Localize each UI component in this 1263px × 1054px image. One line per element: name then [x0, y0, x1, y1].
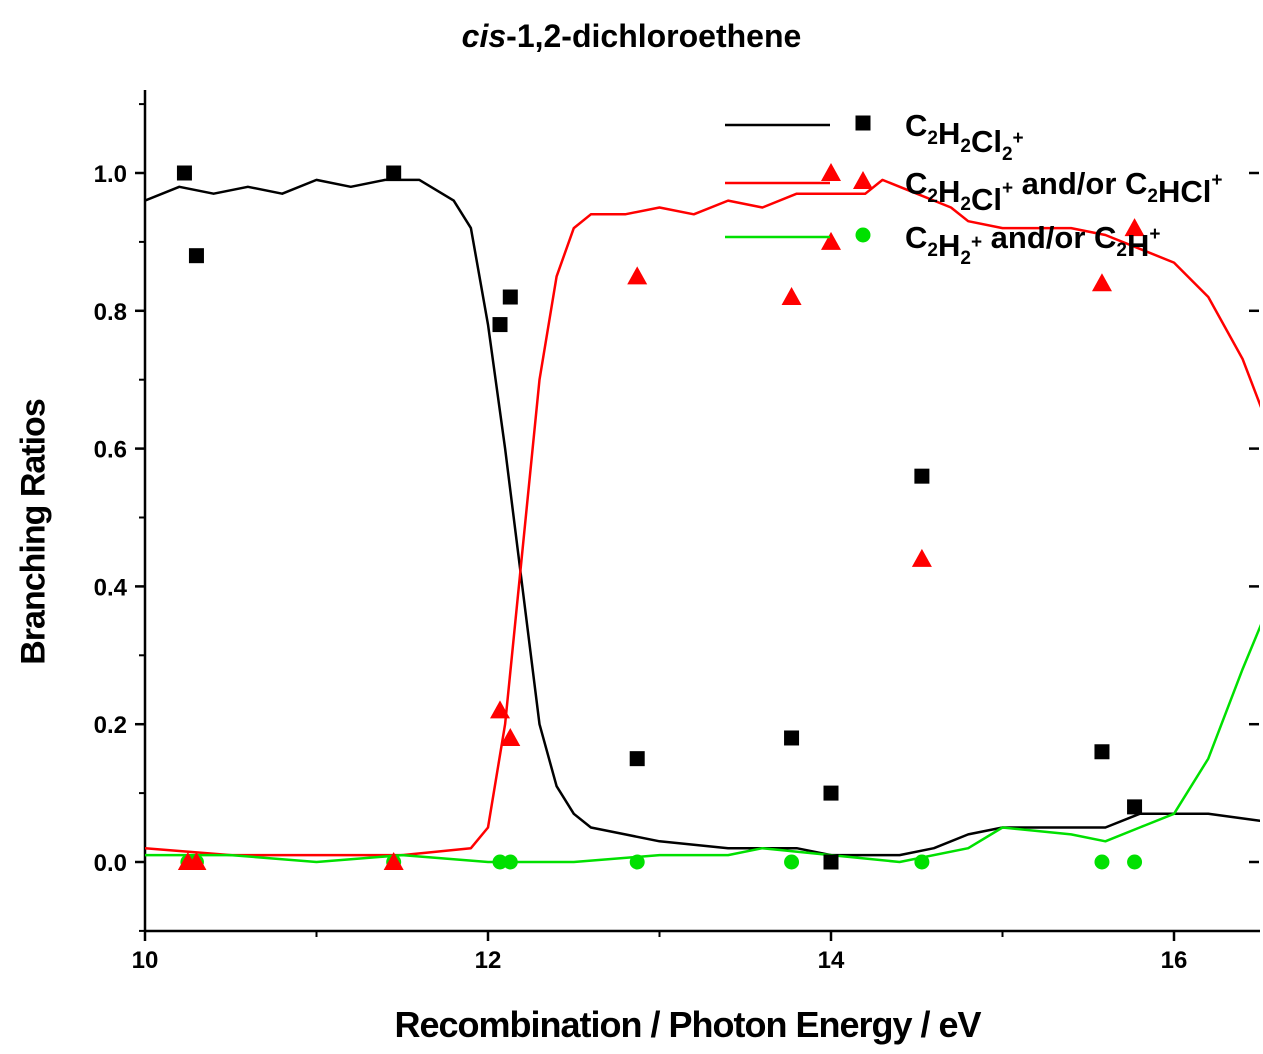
data-point-square [629, 751, 645, 767]
data-point-square [914, 468, 930, 484]
data-point-square [188, 248, 204, 264]
data-point-triangle [821, 231, 841, 250]
axis-ticks: 101214161820220.00.20.40.60.81.0 [94, 103, 1259, 974]
x-tick-label: 16 [1161, 947, 1188, 974]
data-point-square [823, 854, 839, 870]
data-point-circle [1127, 854, 1143, 870]
data-point-triangle [500, 727, 521, 746]
data-point-triangle [186, 852, 207, 870]
chart-title: cis-1,2-dichloroethene [0, 18, 1263, 55]
data-point-square [1094, 744, 1110, 760]
x-tick-label: 12 [475, 947, 502, 974]
data-point-circle [1094, 854, 1110, 870]
y-tick-label: 0.6 [94, 437, 127, 464]
series-line-0 [145, 178, 1260, 857]
data-point-triangle [490, 700, 511, 719]
series-points [176, 163, 1145, 870]
title-rest: -1,2-dichloroethene [506, 18, 802, 54]
y-tick-label: 0.2 [94, 712, 127, 739]
x-axis-label: Recombination / Photon Energy / eV [394, 1004, 981, 1045]
data-point-triangle [627, 266, 648, 285]
legend-label-0: C2H2Cl2+ [905, 108, 1024, 165]
data-point-circle [629, 854, 645, 870]
data-point-square [784, 730, 800, 746]
data-point-square [176, 165, 192, 181]
data-point-circle [784, 854, 800, 870]
data-point-triangle [1091, 273, 1112, 292]
y-tick-label: 0.8 [94, 299, 127, 326]
data-point-square [386, 165, 402, 181]
series-line-1 [145, 178, 1260, 857]
data-point-circle [502, 854, 518, 870]
y-tick-label: 0.0 [94, 850, 127, 877]
data-point-circle [914, 854, 930, 870]
legend-label-1: C2H2Cl+ and/or C2HCl+ [905, 166, 1222, 217]
title-italic: cis [461, 18, 507, 54]
plot-frame [143, 90, 1260, 933]
legend: C2H2Cl2+C2H2Cl+ and/or C2HCl+C2H2+ and/o… [725, 108, 1222, 269]
data-point-circle [492, 854, 508, 870]
y-tick-label: 1.0 [94, 161, 127, 188]
y-axis-label: Branching Ratios [14, 399, 53, 665]
series-line-2 [145, 623, 1260, 864]
data-point-triangle [911, 548, 932, 567]
data-point-square [502, 289, 518, 305]
data-point-square [823, 785, 839, 801]
data-point-triangle [821, 163, 841, 181]
x-tick-label: 14 [818, 947, 845, 974]
series-lines [145, 178, 1260, 864]
legend-marker-0 [855, 115, 871, 131]
x-tick-label: 10 [132, 947, 159, 974]
data-point-triangle [383, 852, 404, 870]
data-point-triangle [1124, 218, 1145, 237]
data-point-square [1127, 799, 1143, 815]
legend-marker-2 [855, 227, 871, 243]
legend-marker-1 [853, 171, 873, 189]
legend-label-2: C2H2+ and/or C2H+ [905, 220, 1160, 269]
data-point-square [492, 317, 508, 333]
data-point-triangle [781, 287, 802, 306]
y-tick-label: 0.4 [94, 574, 128, 601]
